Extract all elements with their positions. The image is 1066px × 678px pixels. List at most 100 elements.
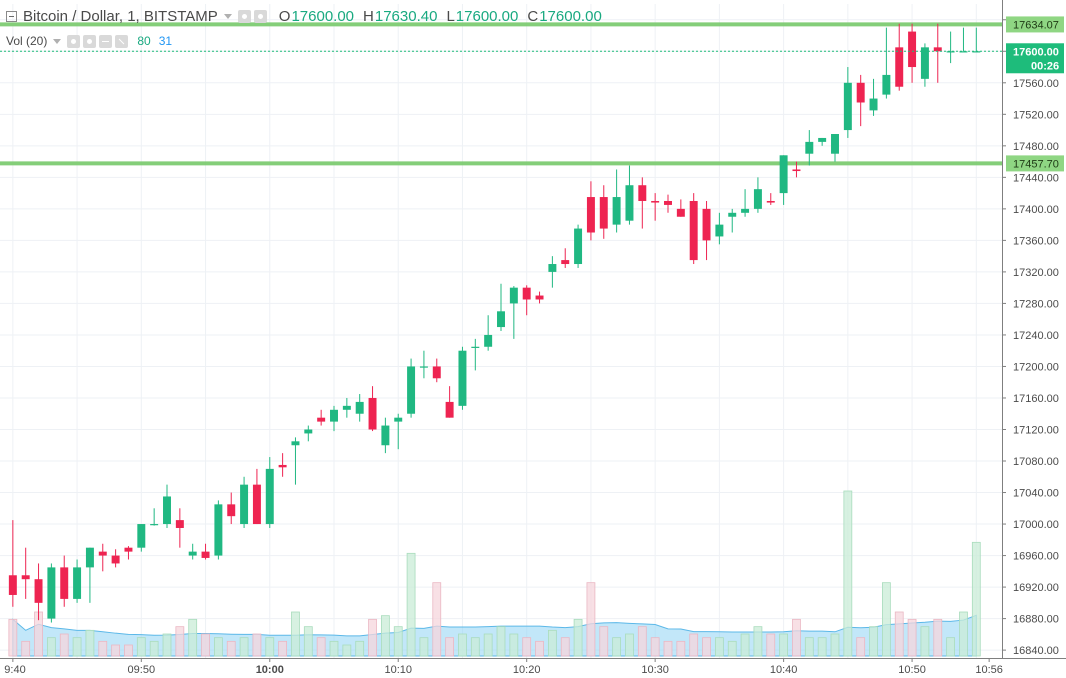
volume-bar <box>882 582 891 657</box>
candle-body <box>895 47 904 87</box>
horizontal-lines[interactable] <box>0 22 1002 166</box>
close-key: C <box>527 7 539 25</box>
hline-price-label: 17457.70 <box>1013 158 1059 170</box>
volume-bar <box>291 611 300 657</box>
volume-legend: Vol (20) 80 31 <box>6 33 172 49</box>
volume-bar <box>599 626 609 657</box>
plus-icon[interactable] <box>99 34 113 48</box>
time-tick-label: 10:30 <box>641 664 669 676</box>
volume-bar <box>509 633 519 657</box>
volume-title[interactable]: Vol (20) <box>6 34 48 48</box>
countdown-label: 00:26 <box>1031 60 1059 72</box>
high-key: H <box>363 7 374 25</box>
volume-bar <box>406 552 416 657</box>
candle-body <box>882 74 891 95</box>
volume-bar <box>47 637 56 657</box>
volume-bar <box>779 633 788 657</box>
candle-body <box>625 185 634 221</box>
hline-price-label: 17634.07 <box>1013 19 1059 31</box>
candle-body <box>47 567 56 619</box>
candle-body <box>959 51 968 53</box>
volume-bar <box>316 637 326 657</box>
time-tick-label: 10:10 <box>384 664 412 676</box>
gear-icon[interactable] <box>253 9 267 23</box>
chevron-down-icon[interactable] <box>223 13 232 19</box>
eye-icon[interactable] <box>237 9 251 23</box>
volume-bar <box>971 541 981 657</box>
volume-bar <box>21 640 31 657</box>
volume-bar <box>869 626 878 657</box>
volume-bar <box>573 618 583 657</box>
grid <box>0 4 1002 658</box>
candle-body <box>933 47 942 52</box>
candle-body <box>21 575 30 580</box>
collapse-icon[interactable] <box>6 10 17 22</box>
time-tick-label: 10:56 <box>975 664 1003 676</box>
candle-body <box>394 417 403 422</box>
candle-body <box>175 520 184 528</box>
symbol-title[interactable]: Bitcoin / Dollar, 1, BITSTAMP <box>23 7 218 25</box>
price-axis-bg <box>1002 0 1066 678</box>
volume-bar <box>522 637 532 657</box>
price-tick-label: 17560.00 <box>1013 78 1059 90</box>
price-tick-label: 17480.00 <box>1013 141 1059 153</box>
candle-body <box>85 547 94 568</box>
volume-bar <box>612 637 621 657</box>
close-icon[interactable] <box>115 34 129 48</box>
candle-body <box>227 504 236 517</box>
volume-bar <box>702 637 711 657</box>
open-value: 17600.00 <box>291 7 355 25</box>
price-tick-label: 17160.00 <box>1013 393 1059 405</box>
candle-body <box>779 155 788 194</box>
candle-body <box>612 197 621 225</box>
volume-bar <box>188 618 198 657</box>
volume-bar <box>894 611 904 657</box>
gear-icon[interactable] <box>83 34 97 48</box>
candle-body <box>843 82 852 131</box>
price-axis[interactable]: 17640.0017600.0017560.0017520.0017480.00… <box>1002 0 1066 678</box>
eye-icon[interactable] <box>67 34 81 48</box>
candle-body <box>98 551 107 556</box>
price-tick-label: 17320.00 <box>1013 267 1059 279</box>
volume-ma-value: 31 <box>158 34 173 48</box>
candles <box>8 23 981 623</box>
volume-bar <box>419 637 429 657</box>
volume-bar <box>753 626 763 657</box>
price-tick-label: 17240.00 <box>1013 330 1059 342</box>
candle-body <box>972 51 981 53</box>
price-tick-label: 17200.00 <box>1013 361 1059 373</box>
time-tick-label: 10:50 <box>898 664 926 676</box>
candle-body <box>240 484 249 525</box>
volume-bar <box>162 633 172 657</box>
candle-body <box>664 200 672 205</box>
last-price-tag <box>1006 43 1064 74</box>
volume-bar <box>111 644 120 657</box>
candle-body <box>522 287 531 300</box>
candle-body <box>265 468 274 525</box>
candle-body <box>419 366 428 368</box>
candle-body <box>317 417 326 422</box>
time-tick-label: 10:00 <box>256 664 284 676</box>
candle-body <box>728 212 737 217</box>
last-price-label: 17600.00 <box>1013 46 1059 58</box>
volume-bar <box>368 618 377 657</box>
candle-body <box>368 397 377 430</box>
candle-body <box>445 401 454 418</box>
volume-bar <box>85 629 95 657</box>
candle-body <box>676 208 685 217</box>
chevron-down-icon[interactable] <box>53 38 62 44</box>
candle-body <box>163 496 171 525</box>
volume-bar <box>381 615 390 657</box>
volume-bar <box>265 637 275 657</box>
time-axis[interactable]: 9:40 09:50 10:00 10:10 10:20 10:30 10:40 10:50 1… <box>0 658 1066 678</box>
volume-bar <box>792 618 801 657</box>
volume-pane <box>8 490 981 657</box>
volume-bar <box>548 629 557 657</box>
volume-bar <box>817 637 827 657</box>
volume-bar <box>804 637 814 657</box>
volume-bar <box>342 644 352 657</box>
low-value: 17600.00 <box>455 7 519 25</box>
candle-body <box>471 346 480 348</box>
